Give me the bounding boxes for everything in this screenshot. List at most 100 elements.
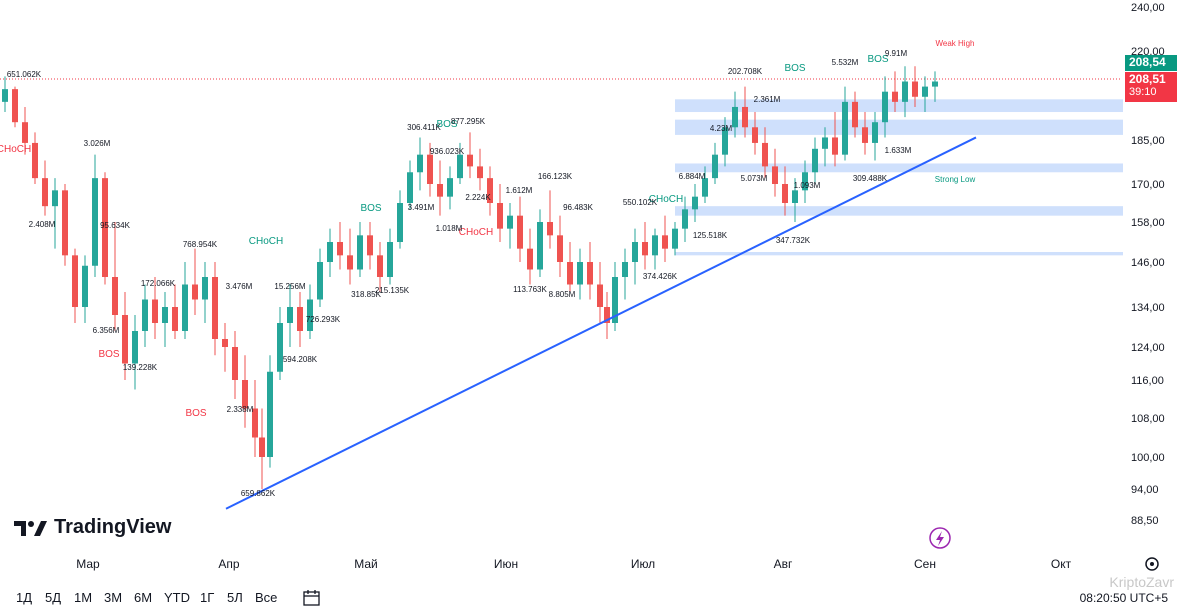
candle-body bbox=[297, 307, 303, 331]
volume-label: 374.426K bbox=[643, 272, 678, 281]
timeframe-3m-button[interactable]: 3М bbox=[104, 590, 123, 605]
candle-body bbox=[622, 262, 628, 277]
candle-body bbox=[467, 154, 473, 167]
candle-body bbox=[822, 137, 828, 149]
timeframe-5y-button[interactable]: 5Л bbox=[227, 590, 243, 605]
logo-text: TradingView bbox=[54, 516, 172, 538]
candle-body bbox=[112, 277, 118, 315]
candle-body bbox=[547, 222, 553, 236]
candle-body bbox=[72, 255, 78, 307]
current-price-value: 208,51 bbox=[1129, 72, 1166, 86]
candle-body bbox=[682, 209, 688, 229]
candle-body bbox=[604, 307, 610, 323]
x-tick-label: Июл bbox=[631, 557, 655, 571]
candle-body bbox=[852, 101, 858, 128]
bottom-toolbar: 1Д 5Д 1М 3М 6М YTD 1Г 5Л Все 08:20:50 UT… bbox=[0, 584, 1188, 612]
candle-body bbox=[417, 154, 423, 173]
volume-label: 936.023K bbox=[430, 147, 465, 156]
settings-gear-icon[interactable] bbox=[1145, 557, 1159, 571]
order-block-zone bbox=[675, 99, 1123, 113]
candle-body bbox=[507, 215, 513, 229]
candle-body bbox=[387, 242, 393, 277]
candle-body bbox=[42, 178, 48, 207]
candle-body bbox=[337, 242, 343, 256]
volume-label: 306.411K bbox=[407, 123, 441, 132]
candle-body bbox=[597, 284, 603, 307]
candle-body bbox=[712, 154, 718, 179]
volume-label: 95.634K bbox=[100, 221, 130, 230]
structure-label: CHoCH bbox=[649, 194, 683, 205]
candle-body bbox=[557, 235, 563, 262]
volume-label: 172.066K bbox=[141, 279, 176, 288]
chart-canvas[interactable]: BOS BOS BOS BOS CHoCH CHoCH CHoCH BOS BOS CHoCH We… bbox=[0, 0, 1188, 584]
volume-label: 5.532M bbox=[832, 58, 859, 67]
x-tick-label: Мар bbox=[76, 557, 100, 571]
candle-body bbox=[172, 307, 178, 331]
volume-label: 1.018M bbox=[436, 224, 463, 233]
volume-label: 768.954K bbox=[183, 240, 218, 249]
order-block-zone bbox=[675, 163, 1123, 173]
candle-body bbox=[182, 284, 188, 331]
structure-label: Strong Low bbox=[935, 175, 976, 184]
candle-body bbox=[22, 122, 28, 143]
volume-label: 202.708K bbox=[728, 67, 763, 76]
candle-body bbox=[397, 203, 403, 242]
y-tick-label: 146,00 bbox=[1131, 257, 1165, 269]
structure-label: CHoCH bbox=[249, 236, 283, 247]
candle-body bbox=[772, 166, 778, 184]
timeframe-6m-button[interactable]: 6М bbox=[134, 590, 153, 605]
timeframe-1d-button[interactable]: 1Д bbox=[16, 590, 33, 605]
candle-body bbox=[407, 172, 413, 203]
candle-body bbox=[692, 196, 698, 210]
timeframe-1m-button[interactable]: 1М bbox=[74, 590, 93, 605]
calendar-icon[interactable] bbox=[302, 588, 322, 608]
candle-body bbox=[762, 142, 768, 167]
candle-body bbox=[142, 299, 148, 331]
candle-body bbox=[922, 86, 928, 97]
structure-label: BOS bbox=[436, 119, 457, 130]
timeframe-all-button[interactable]: Все bbox=[255, 590, 278, 605]
tradingview-logo-icon bbox=[14, 520, 47, 536]
candle-body bbox=[752, 127, 758, 143]
volume-label: 4.23M bbox=[710, 124, 733, 133]
candle-body bbox=[377, 255, 383, 277]
y-tick-label: 108,00 bbox=[1131, 413, 1165, 425]
candle-body bbox=[222, 339, 228, 347]
candle-body bbox=[12, 89, 18, 123]
candle-body bbox=[862, 127, 868, 143]
watermark: KriptoZavr bbox=[1109, 574, 1174, 590]
candle-body bbox=[267, 371, 273, 457]
candle-body bbox=[802, 172, 808, 191]
structure-label: BOS bbox=[360, 203, 381, 214]
structure-label: BOS bbox=[185, 408, 206, 419]
x-tick-label: Сен bbox=[914, 557, 936, 571]
structure-label: BOS bbox=[784, 63, 805, 74]
candle-body bbox=[287, 307, 293, 323]
volume-label: 2.338M bbox=[227, 405, 254, 414]
timeframe-5d-button[interactable]: 5Д bbox=[45, 590, 62, 605]
timeframe-1y-button[interactable]: 1Г bbox=[200, 590, 215, 605]
volume-label: 1.612M bbox=[506, 186, 533, 195]
volume-label: 113.763K bbox=[513, 285, 547, 294]
volume-label: 6.884M bbox=[679, 172, 706, 181]
volume-label: 166.123K bbox=[538, 172, 573, 181]
y-tick-label: 134,00 bbox=[1131, 302, 1165, 314]
volume-label: 139.228K bbox=[123, 363, 158, 372]
volume-label: 550.102K bbox=[623, 198, 658, 207]
candle-body bbox=[317, 262, 323, 300]
timeframe-ytd-button[interactable]: YTD bbox=[164, 590, 190, 605]
volume-label: 877.295K bbox=[451, 117, 486, 126]
candle-body bbox=[327, 242, 333, 262]
candle-body bbox=[82, 265, 88, 307]
candle-body bbox=[32, 142, 38, 179]
candle-body bbox=[212, 277, 218, 339]
clock[interactable]: 08:20:50 UTC+5 bbox=[1079, 591, 1168, 605]
trendline[interactable] bbox=[225, 136, 977, 510]
order-block-zone bbox=[675, 252, 1123, 256]
lightning-icon[interactable] bbox=[929, 527, 951, 549]
volume-label: 594.208K bbox=[283, 355, 318, 364]
candle-body bbox=[102, 178, 108, 277]
candle-body bbox=[259, 437, 265, 457]
candle-body bbox=[122, 315, 128, 364]
current-price-tag: 208,51 39:10 bbox=[1125, 72, 1177, 102]
